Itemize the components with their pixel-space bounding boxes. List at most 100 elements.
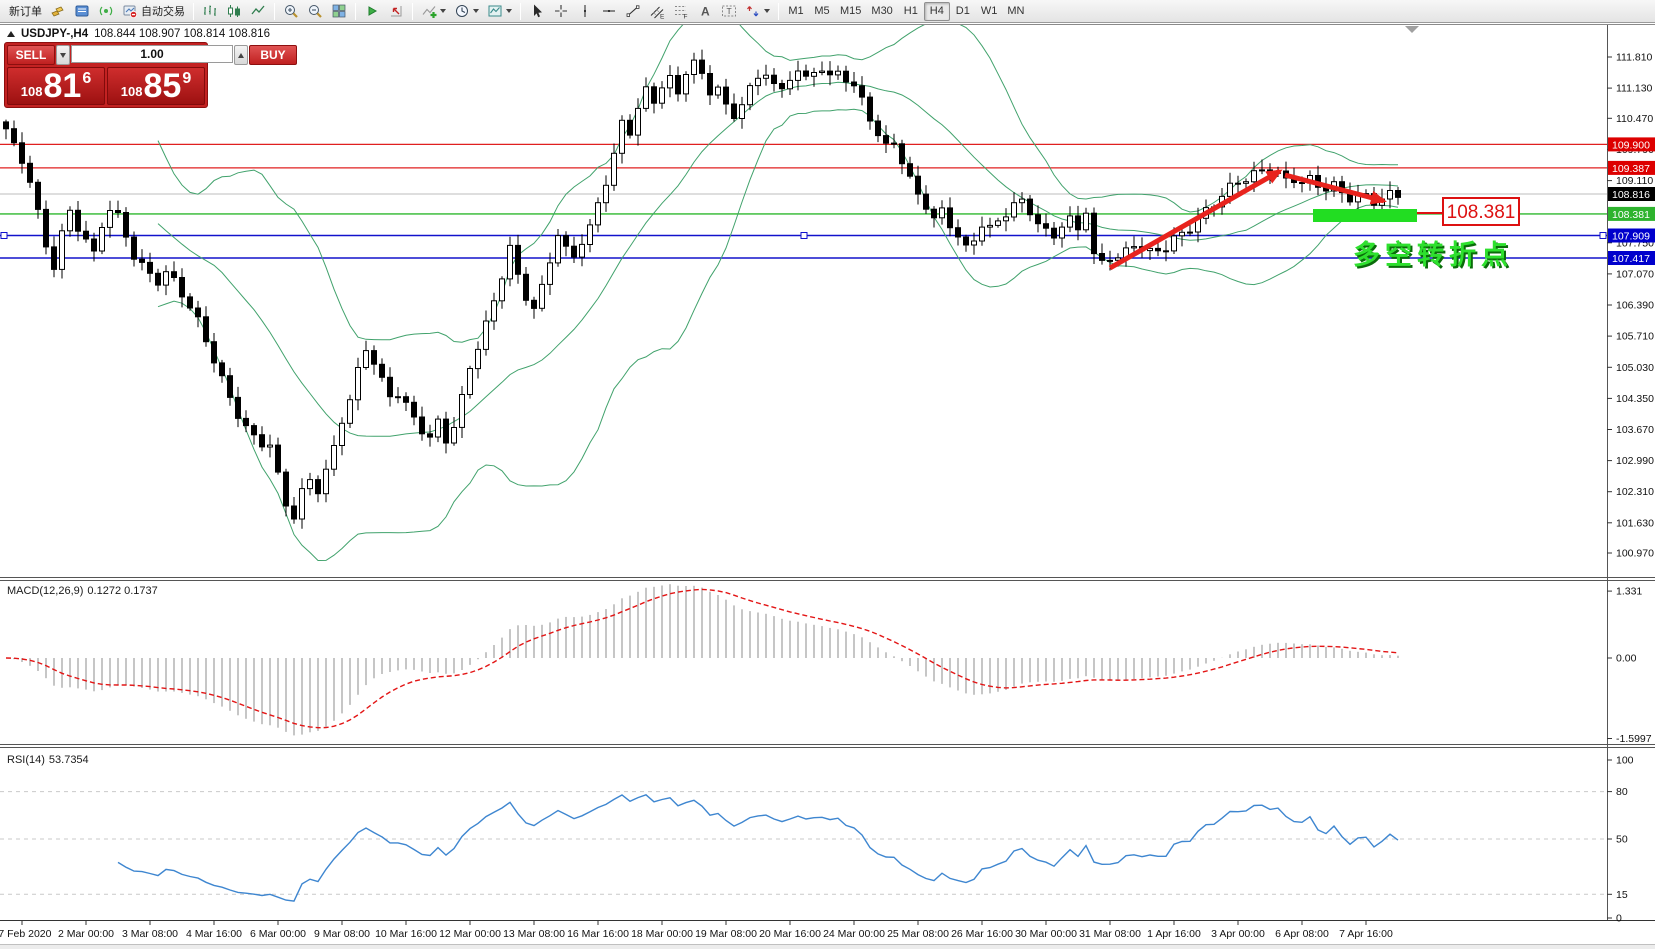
axis-tick-label: 105.030 — [1616, 362, 1654, 374]
indicators-button[interactable] — [417, 1, 450, 21]
chart-shift-marker-icon[interactable] — [1405, 26, 1419, 33]
axis-tick-label: 102.990 — [1616, 455, 1654, 467]
zoomin-icon — [285, 5, 298, 18]
gold-icon — [51, 6, 64, 17]
sell-button[interactable]: SELL — [7, 45, 55, 65]
candlestick-chart-button[interactable] — [222, 1, 246, 21]
date-label: 12 Mar 00:00 — [439, 928, 501, 940]
bollinger-bands — [157, 25, 1399, 562]
toolbar-separator — [412, 2, 413, 20]
zoom-out-button[interactable] — [303, 1, 327, 21]
cursor-button[interactable] — [525, 1, 549, 21]
hline-handle[interactable] — [1599, 232, 1607, 239]
timeframe-d1-button[interactable]: D1 — [955, 5, 970, 17]
date-label: 31 Mar 08:00 — [1079, 928, 1141, 940]
timeframe-m1-button[interactable]: M1 — [788, 5, 804, 17]
volume-decrease-button[interactable] — [56, 45, 70, 65]
sell-price-pip: 6 — [82, 70, 92, 87]
macd-histogram — [5, 584, 1399, 736]
axis-tick-label: 107.070 — [1616, 268, 1654, 280]
price-badge-label: 108.381 — [1612, 209, 1650, 221]
volume-increase-button[interactable] — [234, 45, 248, 65]
sell-price-main: 81 — [43, 67, 82, 105]
autoscroll-icon — [368, 6, 378, 16]
timeframe-mn-button[interactable]: MN — [1007, 5, 1025, 17]
date-label: 7 Apr 16:00 — [1339, 928, 1393, 940]
volume-input[interactable] — [71, 45, 233, 63]
vertical-line-button[interactable] — [573, 1, 597, 21]
cn-annotation-text[interactable]: 多空转折点 — [1353, 239, 1513, 270]
tile-windows-button[interactable] — [327, 1, 351, 21]
zoom-in-button[interactable] — [279, 1, 303, 21]
templates-button[interactable] — [483, 1, 516, 21]
zoomout-icon — [309, 5, 322, 18]
axis-tick-label: 111.130 — [1616, 83, 1653, 95]
date-axis[interactable]: 27 Feb 2020 2 Mar 00:00 3 Mar 08:00 4 Mar 1… — [0, 921, 1393, 940]
bar-chart-button[interactable] — [198, 1, 222, 21]
auto-scroll-button[interactable] — [360, 1, 384, 21]
trend-arrow-down[interactable] — [1284, 172, 1387, 205]
price-axis[interactable]: 111.810111.130110.470109.790109.110107.7… — [1607, 52, 1655, 925]
svg-text:E: E — [660, 14, 665, 20]
timeframe-m5-button[interactable]: M5 — [814, 5, 830, 17]
spin-up-icon — [238, 52, 244, 58]
trend-arrow-up[interactable] — [1108, 168, 1283, 271]
text-button[interactable]: A — [693, 1, 717, 21]
indicators-icon — [422, 6, 437, 18]
line-chart-button[interactable] — [246, 1, 270, 21]
equidistant-channel-button[interactable]: E — [645, 1, 669, 21]
fibonacci-button[interactable]: F — [669, 1, 693, 21]
sell-price-display[interactable]: 108 81 6 — [7, 67, 105, 105]
one-click-trading-panel: SELL BUY 108 81 6 108 85 9 — [4, 42, 297, 108]
rsi-axis-label: 0 — [1616, 913, 1622, 925]
macd-axis-label: -1.5997 — [1616, 733, 1652, 745]
dropdown-caret-icon — [473, 9, 479, 13]
trendline-button[interactable] — [621, 1, 645, 21]
buy-button[interactable]: BUY — [249, 45, 297, 65]
fibo-icon: F — [675, 6, 688, 19]
price-badge — [1608, 251, 1655, 265]
label-button[interactable]: T — [717, 1, 741, 21]
hline-handle[interactable] — [800, 232, 808, 239]
date-label: 30 Mar 00:00 — [1015, 928, 1077, 940]
horizontal-line-button[interactable] — [597, 1, 621, 21]
chart-shift-button[interactable] — [384, 1, 408, 21]
price-badge — [1608, 187, 1655, 201]
signals-button[interactable] — [94, 1, 118, 21]
axis-tick-label: 105.710 — [1616, 331, 1654, 343]
buy-price-display[interactable]: 108 85 9 — [107, 67, 205, 105]
crosshair-button[interactable] — [549, 1, 573, 21]
arrows-button[interactable] — [741, 1, 774, 21]
dropdown-caret-icon — [440, 9, 446, 13]
new-order-button[interactable]: 新订单 — [2, 1, 46, 21]
axis-tick-label: 100.970 — [1616, 548, 1654, 560]
axis-tick-label: 109.110 — [1616, 175, 1653, 187]
date-label: 20 Mar 16:00 — [759, 928, 821, 940]
candles-icon — [228, 5, 240, 17]
price-callout-box[interactable] — [1442, 197, 1520, 226]
line-icon — [251, 5, 265, 15]
timeframe-m30-button[interactable]: M30 — [871, 5, 893, 17]
hline-handle[interactable] — [0, 232, 8, 239]
macd-axis-label: 0.00 — [1616, 653, 1637, 665]
price-badge — [1608, 137, 1655, 152]
price-badge — [1608, 228, 1655, 243]
date-label: 2 Mar 00:00 — [58, 928, 114, 940]
panel-collapse-icon[interactable] — [7, 31, 15, 37]
support-zone-rectangle[interactable] — [1313, 209, 1417, 222]
timeframe-w1-button[interactable]: W1 — [980, 5, 998, 17]
auto-trading-button[interactable]: 自动交易 — [118, 1, 189, 21]
web-terminal-button[interactable] — [70, 1, 94, 21]
date-label: 27 Feb 2020 — [0, 928, 52, 940]
timeframe-h4-button[interactable]: H4 — [923, 1, 950, 21]
rsi-axis-label: 100 — [1616, 755, 1634, 767]
rsi-axis-label: 50 — [1616, 834, 1628, 846]
macd-axis-label: 1.331 — [1616, 586, 1642, 598]
timeframe-m15-button[interactable]: M15 — [840, 5, 862, 17]
date-label: 3 Mar 08:00 — [122, 928, 178, 940]
deposit-gold-button[interactable] — [46, 1, 70, 21]
periods-button[interactable] — [450, 1, 483, 21]
rsi-line — [117, 794, 1399, 902]
timeframe-h1-button[interactable]: H1 — [903, 5, 918, 17]
